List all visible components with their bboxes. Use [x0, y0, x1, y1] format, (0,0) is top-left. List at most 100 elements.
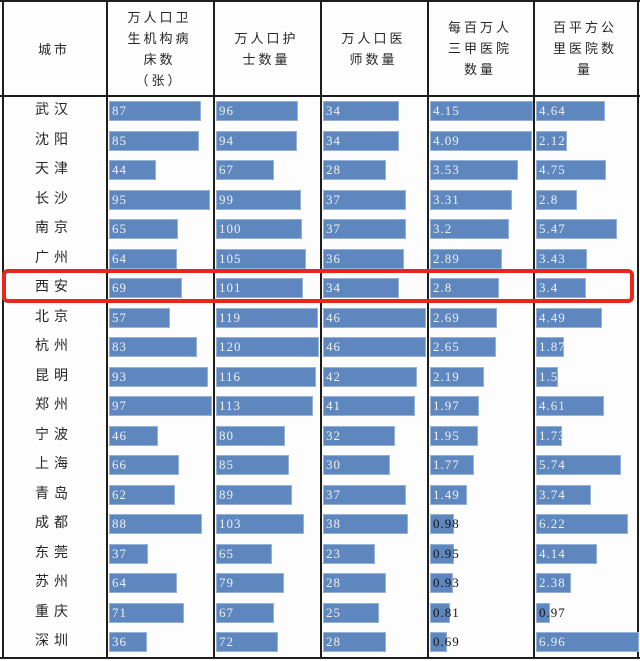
column-header-line: 里医院数: [552, 41, 617, 56]
bar-value-label: 1.77: [433, 457, 460, 472]
data-bar: [430, 632, 447, 652]
bar-value-label: 46: [326, 310, 341, 325]
bar-value-label: 2.8: [539, 192, 559, 207]
city-label: 苏州: [35, 575, 73, 590]
bar-value-label: 38: [326, 516, 341, 531]
bar-value-label: 34: [326, 280, 341, 295]
data-bar: [109, 485, 175, 505]
bar-value-label: 5.74: [539, 457, 566, 472]
bar-value-label: 62: [112, 487, 127, 502]
bar-value-label: 88: [112, 516, 127, 531]
bar-value-label: 2.38: [539, 575, 566, 590]
data-bar: [430, 190, 512, 210]
grid-line-vertical: [427, 0, 429, 659]
column-header-line: 生机构病: [127, 30, 192, 46]
data-bar: [430, 603, 450, 623]
city-label: 长沙: [35, 192, 73, 207]
bar-value-label: 0.95: [433, 546, 460, 561]
bar-value-label: 0.97: [539, 605, 566, 620]
data-bar: [109, 278, 182, 298]
data-bar: [216, 455, 289, 475]
data-bar: [216, 367, 316, 387]
data-bar: [216, 131, 297, 151]
bar-value-label: 97: [112, 398, 127, 413]
column-header: 万人口卫 生机构病 床数 （张）: [106, 2, 213, 95]
bar-value-label: 94: [219, 133, 234, 148]
data-bar: [109, 396, 212, 416]
data-bar: [109, 308, 170, 328]
bar-value-label: 69: [112, 280, 127, 295]
grid-line-horizontal: [0, 0, 640, 2]
column-header-line: 每百万人: [447, 20, 512, 35]
data-bar: [216, 308, 318, 328]
bar-value-label: 2.69: [433, 310, 460, 325]
data-bar: [323, 219, 406, 239]
bar-value-label: 3.74: [539, 487, 566, 502]
data-bar: [536, 249, 587, 269]
bar-value-label: 4.14: [539, 546, 566, 561]
bar-value-label: 34: [326, 103, 341, 118]
data-bar: [216, 603, 274, 623]
bar-value-label: 1.73: [539, 428, 566, 443]
bar-value-label: 72: [219, 634, 234, 649]
city-label: 上海: [35, 457, 73, 472]
bar-value-label: 36: [112, 634, 127, 649]
data-bar: [323, 396, 415, 416]
bar-value-label: 0.81: [433, 605, 460, 620]
bar-value-label: 46: [112, 428, 127, 443]
bar-value-label: 67: [219, 605, 234, 620]
bar-value-label: 119: [219, 310, 242, 325]
data-bar: [109, 160, 156, 180]
data-bar: [109, 632, 147, 652]
data-bar: [323, 573, 386, 593]
bar-value-label: 4.15: [433, 103, 460, 118]
data-bar: [536, 485, 591, 505]
column-header-line: 士数量: [242, 51, 291, 67]
data-bar: [430, 426, 478, 446]
bar-value-label: 4.75: [539, 162, 566, 177]
bar-value-label: 1.5: [539, 369, 559, 384]
data-bar: [216, 514, 304, 534]
data-bar: [216, 190, 301, 210]
highlight-box: [2, 269, 634, 303]
data-bar: [216, 249, 306, 269]
data-bar: [216, 573, 284, 593]
bar-value-label: 4.09: [433, 133, 460, 148]
data-bar: [536, 367, 558, 387]
bar-value-label: 89: [219, 487, 234, 502]
data-bar: [536, 396, 604, 416]
data-bar: [536, 219, 617, 239]
bar-value-label: 67: [219, 162, 234, 177]
data-bar: [536, 455, 621, 475]
bar-value-label: 0.98: [433, 516, 460, 531]
bar-value-label: 36: [326, 251, 341, 266]
bar-value-label: 6.22: [539, 516, 566, 531]
data-bar: [430, 101, 533, 121]
data-bar: [536, 544, 597, 564]
data-bar: [216, 101, 298, 121]
data-bar: [216, 426, 285, 446]
data-bar: [109, 249, 177, 269]
data-bar: [109, 190, 210, 210]
bar-value-label: 120: [219, 339, 242, 354]
grid-line-vertical: [320, 0, 322, 659]
data-bar: [536, 308, 602, 328]
city-label: 南京: [35, 221, 73, 236]
data-bar: [536, 131, 567, 151]
data-bar: [323, 160, 386, 180]
grid-line-vertical: [533, 0, 535, 659]
bar-value-label: 71: [112, 605, 127, 620]
data-bar: [323, 278, 399, 298]
bar-value-label: 5.47: [539, 221, 566, 236]
bar-value-label: 113: [219, 398, 242, 413]
data-bar: [430, 367, 484, 387]
bar-value-label: 57: [112, 310, 127, 325]
data-bar: [430, 249, 502, 269]
bar-value-label: 93: [112, 369, 127, 384]
bar-value-label: 66: [112, 457, 127, 472]
data-bar: [323, 367, 417, 387]
bar-value-label: 65: [112, 221, 127, 236]
grid-line-horizontal: [0, 657, 640, 659]
grid-line-vertical: [106, 0, 108, 659]
bar-value-label: 32: [326, 428, 341, 443]
